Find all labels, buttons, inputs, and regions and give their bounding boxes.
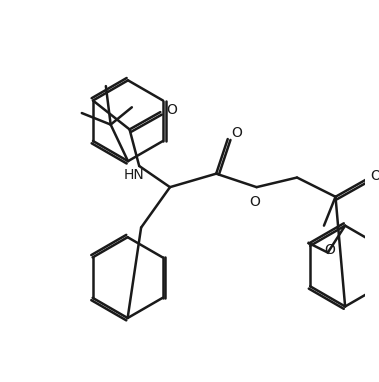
Text: O: O: [324, 243, 335, 257]
Text: O: O: [370, 168, 379, 183]
Text: O: O: [166, 103, 177, 117]
Text: O: O: [249, 195, 260, 209]
Text: HN: HN: [124, 168, 144, 182]
Text: O: O: [232, 126, 243, 140]
